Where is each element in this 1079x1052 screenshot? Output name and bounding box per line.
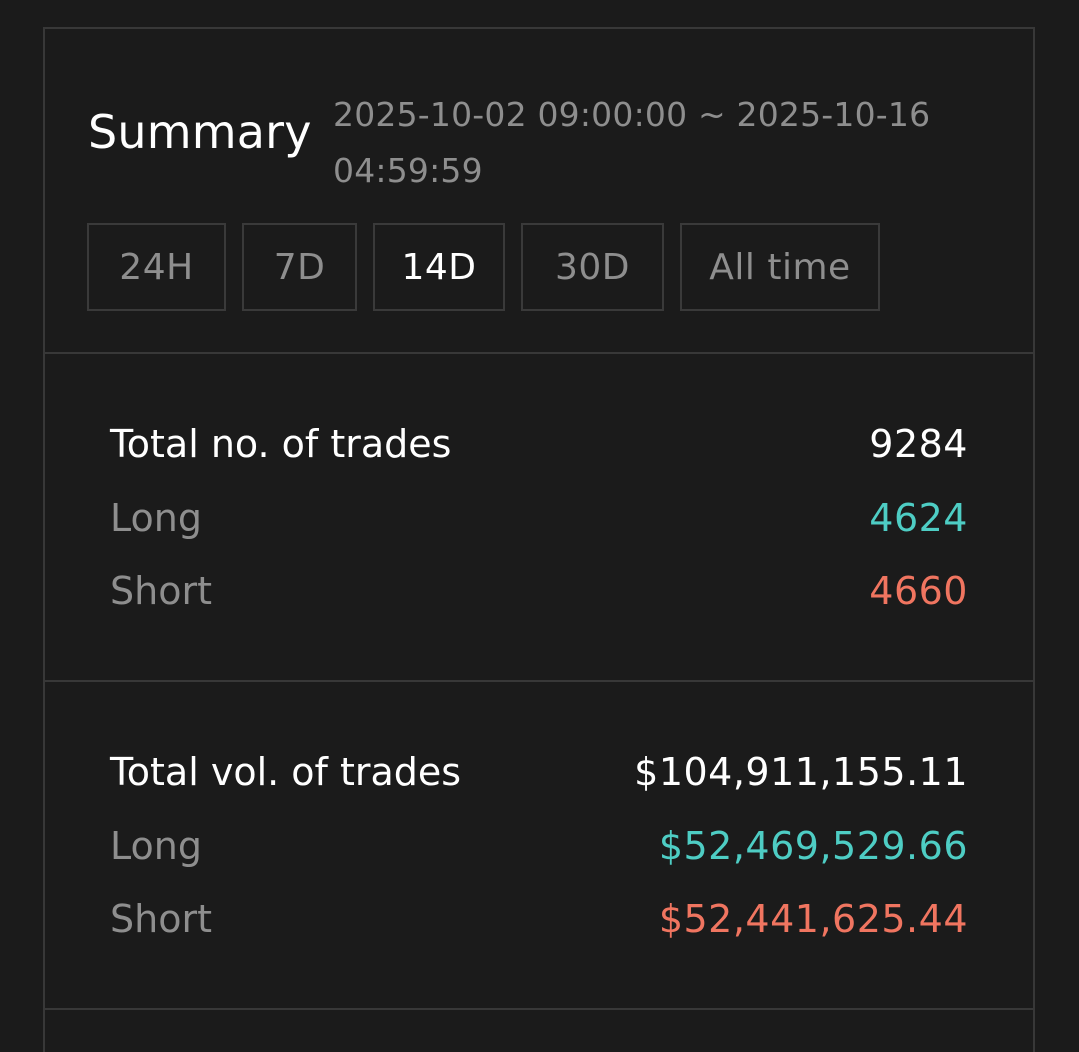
date-range: 2025-10-02 09:00:00 ~ 2025-10-16 04:59:5…: [333, 95, 931, 190]
long-trades-label: Long: [110, 496, 202, 540]
trades-count-section: Total no. of trades 9284 Long 4624 Short…: [45, 354, 1033, 682]
short-trades-value: 4660: [869, 569, 968, 613]
short-volume-row: Short $52,441,625.44: [110, 889, 968, 949]
long-volume-label: Long: [110, 824, 202, 868]
tab-all-time[interactable]: All time: [680, 223, 880, 311]
total-trades-row: Total no. of trades 9284: [110, 414, 968, 474]
summary-header: Summary 2025-10-02 09:00:00 ~ 2025-10-16…: [45, 29, 1033, 354]
tab-24h[interactable]: 24H: [87, 223, 226, 311]
tab-30d[interactable]: 30D: [521, 223, 664, 311]
long-volume-value: $52,469,529.66: [658, 824, 968, 868]
long-trades-value: 4624: [869, 496, 968, 540]
short-trades-row: Short 4660: [110, 561, 968, 621]
long-volume-row: Long $52,469,529.66: [110, 816, 968, 876]
short-volume-label: Short: [110, 897, 212, 941]
total-trades-value: 9284: [869, 422, 968, 466]
short-volume-value: $52,441,625.44: [658, 897, 968, 941]
long-trades-row: Long 4624: [110, 488, 968, 548]
trades-volume-section: Total vol. of trades $104,911,155.11 Lon…: [45, 682, 1033, 1010]
summary-panel: Summary 2025-10-02 09:00:00 ~ 2025-10-16…: [43, 27, 1035, 1052]
period-tabs: 24H 7D 14D 30D All time: [87, 223, 880, 311]
summary-title: Summary: [88, 105, 312, 159]
total-volume-value: $104,911,155.11: [634, 750, 968, 794]
tab-7d[interactable]: 7D: [242, 223, 357, 311]
tab-14d[interactable]: 14D: [373, 223, 505, 311]
total-trades-label: Total no. of trades: [110, 422, 452, 466]
total-volume-row: Total vol. of trades $104,911,155.11: [110, 742, 968, 802]
total-volume-label: Total vol. of trades: [110, 750, 462, 794]
short-trades-label: Short: [110, 569, 212, 613]
